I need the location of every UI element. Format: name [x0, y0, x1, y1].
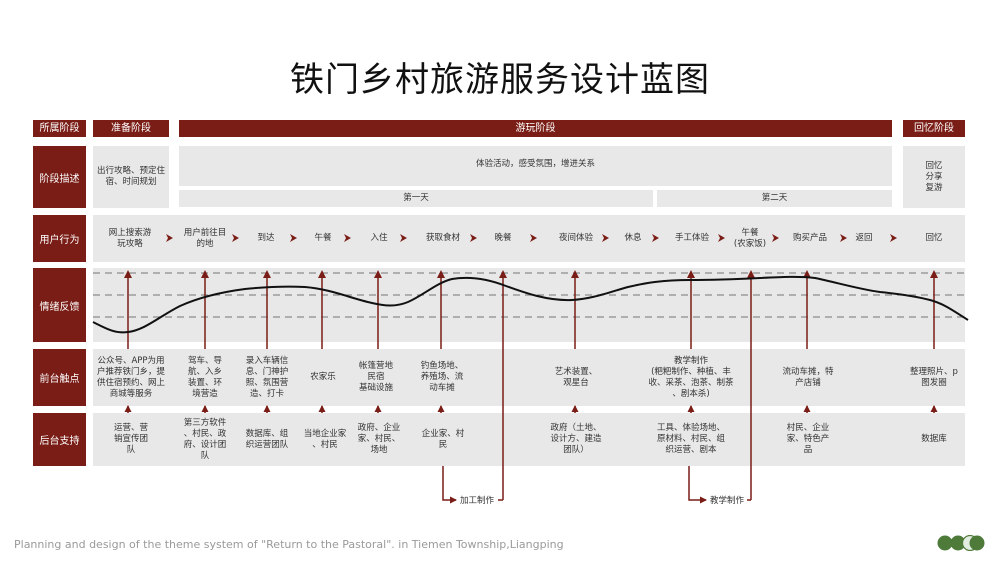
stage-header-memory: 回忆阶段: [903, 120, 965, 137]
flow-arrow-11: [772, 234, 779, 242]
stage-header-travel: 游玩阶段: [179, 120, 892, 137]
flow-arrow-4: [344, 234, 351, 242]
front-farmhouse: 农家乐: [310, 372, 336, 382]
front-stalls: 流动车摊，特 产店铺: [782, 366, 834, 388]
logo-icon: [937, 535, 985, 551]
flow-arrow-7: [530, 234, 537, 242]
behavior-search-guide: 网上搜索游 玩攻略: [108, 227, 152, 249]
front-band: [93, 349, 965, 406]
behavior-get-ingredients: 获取食材: [425, 233, 460, 243]
back-villagers: 企业家、村 民: [421, 428, 465, 450]
row-label-emotion: 情绪反馈: [33, 268, 86, 342]
flow-arrow-6: [470, 234, 477, 242]
flow-arrow-9: [652, 234, 659, 242]
front-app: 公众号、APP为用 户推荐铁门乡，提 供住宿预约、网上 商城等服务: [96, 355, 165, 399]
behavior-night-experience: 夜间体验: [558, 233, 593, 243]
flow-arrow-1: [166, 234, 173, 242]
row-label-desc: 阶段描述: [33, 146, 86, 208]
flow-arrow-13: [890, 234, 897, 242]
desc-memory-band: [903, 146, 965, 208]
desc-prepare: 出行攻略、预定住 宿、时间规划: [96, 166, 165, 187]
front-art-installation: 艺术装置、 观星台: [554, 366, 598, 388]
flow-arrow-5: [400, 234, 407, 242]
front-navigation: 驾车、导 航、入乡 装置、环 境营造: [187, 355, 222, 399]
behavior-lunch-1: 午餐: [314, 233, 332, 243]
flow-arrow-8: [602, 234, 609, 242]
emotion-band: [93, 268, 965, 342]
behavior-arrive: 到达: [257, 233, 275, 243]
behavior-return: 返回: [855, 233, 873, 243]
flow-arrow-12: [840, 234, 847, 242]
back-band: [93, 413, 965, 466]
front-registration: 录入车辆信 息、门神护 照、氛围营 造、打卡: [245, 355, 289, 399]
back-tools: 工具、体验场地、 原材料、村民、组 织运营、剧本: [656, 423, 725, 455]
behavior-buy-products: 购买产品: [792, 233, 827, 243]
flow-arrow-3: [290, 234, 297, 242]
behavior-handcraft: 手工体验: [674, 233, 709, 243]
back-database: 数据库: [921, 434, 947, 444]
stage-header-prepare: 准备阶段: [93, 120, 169, 137]
desc-memory: 回忆 分享 复游: [925, 160, 943, 193]
emotion-curve: [92, 275, 969, 334]
branch-connectors: [442, 466, 751, 504]
page-title: 铁门乡村旅游服务设计蓝图: [290, 60, 710, 100]
emotion-gridlines: [93, 272, 965, 318]
branch-long-arrows: [499, 270, 755, 500]
desc-prepare-band: [93, 146, 169, 208]
day1-header: 第一天: [179, 190, 653, 207]
behavior-lunch-2: 午餐 (农家饭): [733, 227, 767, 249]
front-teaching: 教学制作 (粑粑制作、种植、丰 收、采茶、泡茶、制茶 、剧本杀): [648, 355, 734, 399]
front-fishing: 钓鱼场地、 养殖场、流 动车摊: [420, 361, 464, 393]
row-label-front: 前台触点: [33, 349, 86, 406]
branch-teach-label: 教学制作: [710, 495, 745, 506]
behavior-rest: 休息: [624, 233, 642, 243]
front-camp: 帐篷营地 民宿 基础设施: [358, 361, 393, 393]
front-to-behavior-arrows: [124, 270, 938, 349]
flow-arrow-10: [718, 234, 725, 242]
front-photos: 整理照片、p 图发圈: [910, 366, 958, 388]
behavior-band: [93, 215, 965, 262]
branch-process-label: 加工制作: [460, 495, 495, 506]
back-third-party: 第三方软件 、村民、政 府、设计团 队: [183, 417, 227, 461]
back-marketing: 运营、营 销宣传团 队: [113, 423, 148, 455]
behavior-memory: 回忆: [925, 233, 943, 243]
footer-caption: Planning and design of the theme system …: [14, 538, 564, 551]
back-database-ops: 数据库、组 织运营团队: [245, 428, 289, 450]
back-products: 村民、企业 家、特色产 品: [786, 423, 830, 455]
back-entrepreneurs: 当地企业家 、村民: [303, 428, 347, 450]
back-land: 政府（土地、 设计方、建造 团队）: [550, 423, 602, 455]
row-label-behavior: 用户行为: [33, 215, 86, 262]
back-government: 政府、企业 家、村民、 场地: [357, 423, 401, 455]
desc-travel-band: [179, 146, 892, 186]
back-to-front-arrows: [124, 405, 938, 413]
row-label-back: 后台支持: [33, 413, 86, 466]
behavior-check-in: 入住: [370, 233, 388, 243]
behavior-dinner: 晚餐: [494, 233, 512, 243]
day2-header: 第二天: [657, 190, 892, 207]
behavior-flow-arrows: [166, 234, 897, 242]
stage-header-label: 所属阶段: [33, 120, 86, 137]
flow-arrow-2: [232, 234, 239, 242]
behavior-go-destination: 用户前往目 的地: [183, 227, 227, 249]
desc-travel: 体验活动，感受氛围，增进关系: [475, 158, 595, 169]
